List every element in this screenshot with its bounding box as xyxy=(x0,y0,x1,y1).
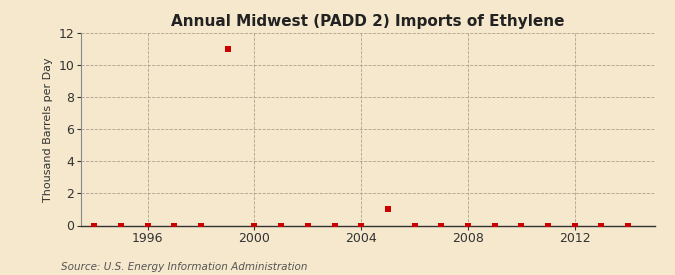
Point xyxy=(436,223,447,228)
Point xyxy=(516,223,526,228)
Point xyxy=(329,223,340,228)
Point xyxy=(622,223,633,228)
Point xyxy=(543,223,554,228)
Point xyxy=(249,223,260,228)
Point xyxy=(569,223,580,228)
Point xyxy=(222,47,233,51)
Point xyxy=(302,223,313,228)
Y-axis label: Thousand Barrels per Day: Thousand Barrels per Day xyxy=(43,57,53,202)
Text: Source: U.S. Energy Information Administration: Source: U.S. Energy Information Administ… xyxy=(61,262,307,272)
Point xyxy=(356,223,367,228)
Point xyxy=(596,223,607,228)
Point xyxy=(409,223,420,228)
Point xyxy=(462,223,473,228)
Point xyxy=(89,223,100,228)
Point xyxy=(169,223,180,228)
Point xyxy=(383,207,394,212)
Point xyxy=(276,223,287,228)
Point xyxy=(115,223,126,228)
Title: Annual Midwest (PADD 2) Imports of Ethylene: Annual Midwest (PADD 2) Imports of Ethyl… xyxy=(171,14,564,29)
Point xyxy=(62,223,73,228)
Point xyxy=(196,223,207,228)
Point xyxy=(142,223,153,228)
Point xyxy=(489,223,500,228)
